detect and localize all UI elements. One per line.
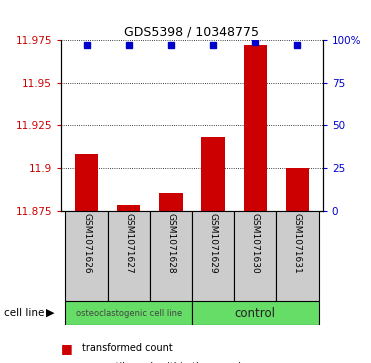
Text: GSM1071627: GSM1071627 <box>124 213 133 274</box>
Bar <box>150 211 192 301</box>
Text: control: control <box>235 307 276 319</box>
Bar <box>234 211 276 301</box>
Text: GSM1071630: GSM1071630 <box>251 213 260 274</box>
Title: GDS5398 / 10348775: GDS5398 / 10348775 <box>125 26 259 39</box>
Text: cell line: cell line <box>4 308 44 318</box>
Bar <box>65 301 192 325</box>
Bar <box>192 211 234 301</box>
Text: ▶: ▶ <box>46 308 54 318</box>
Text: percentile rank within the sample: percentile rank within the sample <box>82 362 247 363</box>
Bar <box>117 205 140 211</box>
Bar <box>244 45 267 211</box>
Bar <box>192 301 319 325</box>
Bar <box>65 211 108 301</box>
Bar <box>201 137 225 211</box>
Bar <box>75 154 98 211</box>
Text: osteoclastogenic cell line: osteoclastogenic cell line <box>76 309 182 318</box>
Text: GSM1071628: GSM1071628 <box>167 213 175 274</box>
Bar <box>276 211 319 301</box>
Text: ■: ■ <box>61 360 73 363</box>
Text: GSM1071631: GSM1071631 <box>293 213 302 274</box>
Bar <box>159 193 183 211</box>
Text: GSM1071626: GSM1071626 <box>82 213 91 274</box>
Text: GSM1071629: GSM1071629 <box>209 213 217 274</box>
Bar <box>286 168 309 211</box>
Bar <box>108 211 150 301</box>
Text: ■: ■ <box>61 342 73 355</box>
Text: transformed count: transformed count <box>82 343 173 354</box>
